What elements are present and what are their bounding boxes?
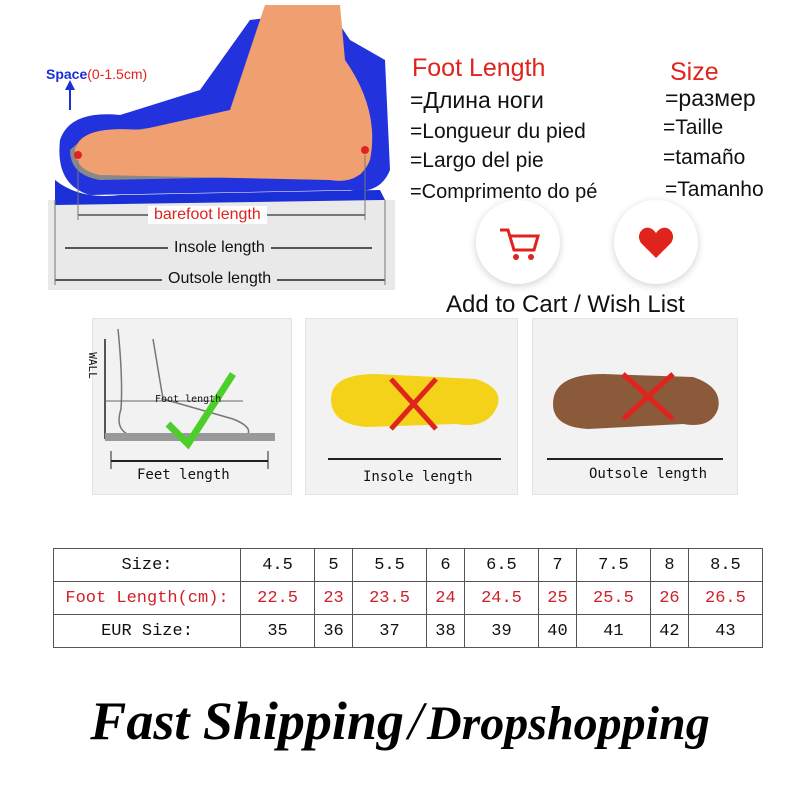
foot-length-inner-label: Foot length [155, 394, 222, 405]
outsole-length-panel-label: Outsole length [589, 466, 708, 482]
table-cell: 6.5 [463, 548, 540, 582]
table-cell: 23 [314, 581, 353, 615]
wish-list-button[interactable] [614, 200, 698, 284]
outsole-length-label: Outsole length [162, 270, 278, 288]
insole-illustration [328, 374, 501, 460]
size-pt: =Tamanho [665, 178, 764, 201]
row-label: EUR Size: [53, 614, 241, 648]
shopping-cart-icon [500, 228, 540, 260]
foot-length-pt: =Comprimento do pé [410, 181, 598, 203]
fast-shipping-text: Fast Shipping [90, 691, 404, 751]
space-text: Space [46, 66, 88, 82]
table-cell: 6 [426, 548, 465, 582]
space-label: Space(0-1.5cm) [46, 66, 147, 82]
size-es: =tamaño [663, 146, 746, 169]
panel-feet-length: WALL Foot length Feet length [86, 318, 292, 495]
table-cell: 42 [649, 614, 689, 648]
table-cell: 25.5 [575, 581, 651, 615]
table-cell: 35 [239, 614, 316, 648]
add-to-cart-button[interactable] [476, 200, 560, 284]
table-cell: 7.5 [575, 548, 651, 582]
foot-length-es: =Largo del pie [410, 149, 544, 172]
size-title: Size [670, 58, 719, 86]
eur-size-row: EUR Size: 35 36 37 38 39 40 41 42 43 [53, 614, 764, 648]
size-fr: =Taille [663, 116, 724, 139]
foot-illustration [75, 5, 373, 181]
foot-length-fr: =Longueur du pied [410, 120, 586, 143]
foot-wall-illustration [104, 328, 275, 469]
footer-banner: Fast Shipping / Dropshopping [0, 690, 800, 752]
wall-label: WALL [85, 352, 99, 379]
table-cell: 26.5 [687, 581, 764, 615]
table-cell: 41 [575, 614, 651, 648]
table-cell: 24 [426, 581, 465, 615]
table-cell: 39 [463, 614, 540, 648]
row-label: Size: [53, 548, 241, 582]
dropshopping-text: Dropshopping [426, 697, 710, 750]
table-cell: 5.5 [351, 548, 428, 582]
table-cell: 25 [538, 581, 577, 615]
table-cell: 36 [314, 614, 353, 648]
space-range: (0-1.5cm) [87, 66, 148, 82]
heart-icon [638, 227, 674, 258]
row-label: Foot Length(cm): [53, 581, 241, 615]
table-cell: 22.5 [239, 581, 316, 615]
add-to-cart-wish-list-label: Add to Cart / Wish List [446, 291, 685, 318]
foot-length-ru: =Длина ноги [410, 87, 544, 113]
table-cell: 7 [538, 548, 577, 582]
size-table: Size: 4.5 5 5.5 6 6.5 7 7.5 8 8.5 Foot Length(cm):… [53, 548, 764, 648]
table-cell: 8.5 [687, 548, 764, 582]
size-ru: =размер [665, 85, 756, 111]
table-cell: 37 [351, 614, 428, 648]
outsole-illustration [547, 372, 723, 460]
table-cell: 43 [687, 614, 764, 648]
barefoot-length-label: barefoot length [148, 206, 267, 224]
table-cell: 38 [426, 614, 465, 648]
table-cell: 8 [649, 548, 689, 582]
table-cell: 4.5 [239, 548, 316, 582]
size-row: Size: 4.5 5 5.5 6 6.5 7 7.5 8 8.5 [53, 548, 764, 582]
foot-length-title: Foot Length [412, 54, 546, 82]
table-cell: 24.5 [463, 581, 540, 615]
insole-length-panel-label: Insole length [363, 469, 473, 485]
table-cell: 40 [538, 614, 577, 648]
foot-length-row: Foot Length(cm): 22.5 23 23.5 24 24.5 25 25.5 26… [53, 581, 764, 615]
feet-length-label: Feet length [137, 467, 230, 483]
panel-insole-length: Insole length [305, 318, 518, 495]
table-cell: 5 [314, 548, 353, 582]
table-cell: 23.5 [351, 581, 428, 615]
table-cell: 26 [649, 581, 689, 615]
insole-length-label: Insole length [168, 239, 271, 257]
panel-outsole-length: Outsole length [532, 318, 738, 495]
separator-text: / [407, 691, 423, 751]
